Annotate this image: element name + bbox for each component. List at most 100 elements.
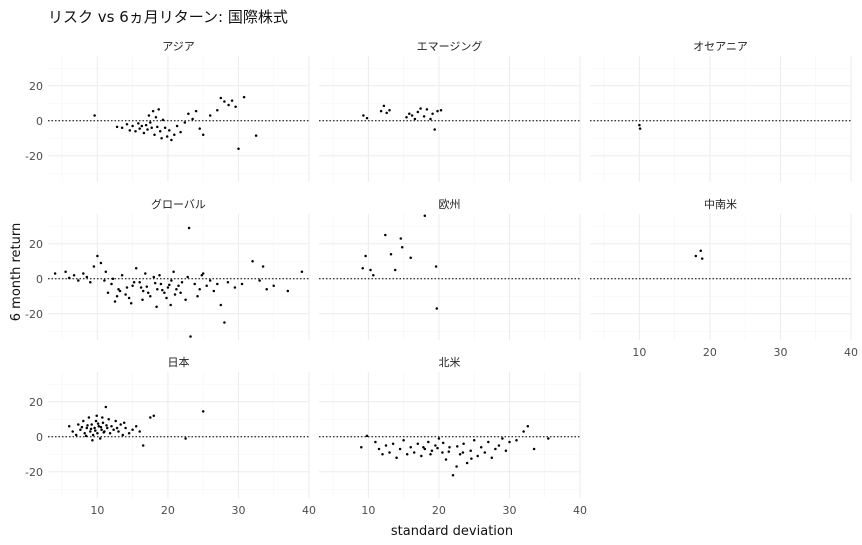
facet-label: アジア	[162, 40, 195, 53]
facet-panel: オセアニア	[590, 40, 852, 182]
data-point	[175, 124, 179, 128]
data-point	[161, 118, 165, 122]
data-point	[360, 446, 363, 449]
data-point	[219, 96, 223, 100]
data-point	[89, 281, 92, 284]
data-point	[436, 109, 439, 113]
data-point	[105, 424, 108, 427]
data-point	[108, 432, 112, 435]
data-point	[419, 107, 422, 110]
data-point	[234, 105, 237, 109]
data-point	[106, 291, 110, 295]
data-point	[97, 425, 101, 428]
data-point	[508, 440, 511, 444]
data-point	[179, 291, 182, 295]
data-point	[374, 440, 377, 444]
data-point	[381, 453, 384, 456]
data-point	[82, 419, 85, 423]
y-tick-label: -20	[25, 466, 43, 479]
data-point	[124, 293, 127, 296]
data-point	[114, 419, 117, 423]
data-point	[437, 437, 441, 440]
data-point	[377, 447, 381, 451]
data-point	[444, 458, 448, 461]
data-point	[201, 272, 205, 275]
x-tick-label: 10	[632, 346, 646, 359]
data-point	[699, 249, 702, 253]
data-point	[122, 421, 126, 425]
data-point	[129, 302, 133, 305]
data-point	[638, 127, 642, 130]
data-point	[435, 307, 439, 310]
data-point	[398, 447, 402, 451]
data-point	[169, 303, 172, 307]
data-point	[158, 130, 162, 133]
data-point	[74, 433, 78, 437]
data-point	[261, 265, 265, 268]
data-point	[201, 133, 205, 137]
x-tick-label: 10	[361, 504, 375, 517]
data-point	[104, 405, 108, 409]
data-point	[233, 286, 237, 289]
data-point	[93, 114, 96, 117]
data-point	[180, 281, 184, 284]
data-point	[272, 284, 275, 288]
data-point	[107, 418, 110, 421]
data-point	[151, 109, 155, 113]
x-tick-label: 40	[302, 504, 316, 517]
facet-panel: グローバル -20 0 20	[25, 197, 310, 340]
data-point	[110, 282, 113, 286]
data-point	[425, 108, 429, 111]
data-point	[117, 430, 120, 433]
data-point	[448, 446, 451, 449]
data-point	[134, 130, 137, 133]
y-tick-label: 20	[29, 238, 43, 251]
x-tick-label: 30	[502, 504, 516, 517]
data-point	[487, 440, 490, 444]
data-point	[361, 267, 364, 270]
data-point	[87, 416, 91, 419]
data-point	[416, 442, 420, 446]
data-point	[254, 134, 258, 137]
data-point	[413, 117, 417, 121]
data-point	[385, 111, 388, 115]
data-point	[184, 298, 187, 302]
data-point	[131, 284, 134, 288]
y-tick-label: 0	[36, 431, 43, 444]
data-point	[110, 425, 113, 428]
data-point	[216, 282, 219, 286]
facet-panel: 日本 -20 0 20 10 20 30 40	[25, 355, 316, 517]
data-point	[100, 428, 103, 432]
data-point	[67, 425, 71, 428]
data-point	[429, 117, 432, 121]
data-point	[104, 270, 108, 274]
data-point	[144, 123, 148, 127]
data-point	[141, 444, 145, 447]
data-point	[388, 451, 391, 454]
y-axis-title: 6 month return	[9, 223, 24, 321]
data-point	[134, 425, 138, 428]
data-point	[121, 433, 125, 437]
data-point	[115, 426, 119, 430]
data-point	[112, 428, 115, 432]
data-point	[458, 453, 462, 456]
data-point	[300, 270, 304, 274]
data-point	[472, 439, 476, 442]
data-point	[441, 441, 445, 445]
data-point	[138, 127, 141, 130]
data-point	[430, 449, 434, 453]
data-point	[462, 442, 465, 446]
data-point	[92, 265, 96, 268]
data-point	[201, 410, 205, 413]
data-point	[165, 135, 169, 138]
data-point	[96, 254, 99, 258]
data-point	[149, 416, 152, 419]
data-point	[436, 446, 439, 450]
data-point	[191, 117, 194, 121]
data-point	[405, 453, 409, 456]
data-point	[157, 108, 160, 111]
data-point	[119, 423, 122, 426]
data-point	[77, 423, 80, 426]
data-point	[184, 437, 187, 440]
data-point	[168, 129, 171, 132]
